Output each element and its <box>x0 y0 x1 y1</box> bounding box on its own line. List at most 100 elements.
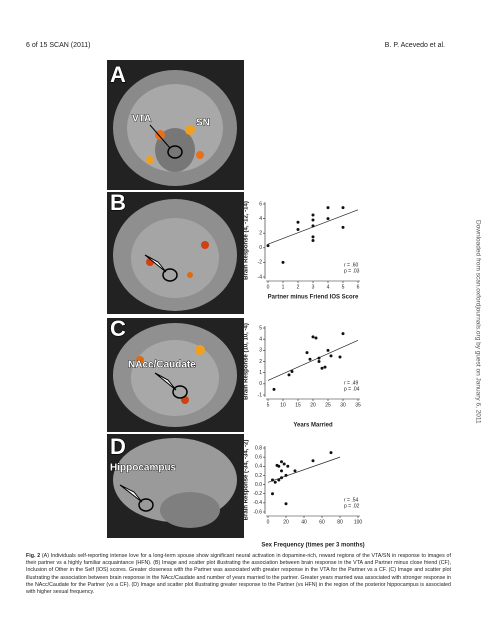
data-point <box>305 351 309 355</box>
x-tick-label: 4 <box>327 284 330 290</box>
x-axis-label: Years Married <box>293 423 333 429</box>
data-point <box>323 365 327 369</box>
header-left: 6 of 15 SCAN (2011) <box>26 42 90 49</box>
data-point <box>284 502 288 506</box>
y-tick-label: 3 <box>259 348 262 354</box>
y-tick-label: -1 <box>258 392 263 398</box>
y-tick-label: 1 <box>259 370 262 376</box>
region-label: Hippocampus <box>110 463 177 474</box>
trend-line <box>267 456 341 483</box>
region-label: VTA <box>132 114 151 125</box>
data-point <box>293 469 297 473</box>
data-point <box>311 239 315 242</box>
brain-image-a <box>107 60 244 190</box>
x-tick-label: 2 <box>297 284 300 290</box>
brain-image-b <box>107 192 244 314</box>
x-tick-label: 5 <box>342 284 345 290</box>
data-point <box>317 356 321 360</box>
x-tick-label: 25 <box>325 402 331 408</box>
caption: Fig. 2 (A) Individuals self-reporting in… <box>26 553 451 596</box>
panel-letter: D <box>110 434 126 459</box>
caption-text: (A) Individuals self-reporting intense l… <box>26 553 451 596</box>
data-point <box>280 476 283 480</box>
stat-annotation: p = .02 <box>344 503 360 509</box>
data-point <box>280 460 283 464</box>
data-point <box>341 332 345 336</box>
panel-letter: C <box>110 316 126 341</box>
stat-annotation: r = .54 <box>344 497 359 503</box>
data-point <box>311 213 315 217</box>
x-tick-label: 15 <box>295 402 301 408</box>
data-point <box>311 335 315 339</box>
x-tick-label: 6 <box>357 284 360 290</box>
y-tick-label: 0.8 <box>255 445 262 451</box>
data-point <box>314 336 318 340</box>
y-tick-label: -2 <box>258 260 263 266</box>
brain-image-d <box>107 434 244 538</box>
x-tick-label: 10 <box>280 402 286 408</box>
region-label: SN <box>196 118 210 129</box>
x-tick-label: 1 <box>282 284 285 290</box>
panel-letter: B <box>110 190 126 215</box>
data-point <box>284 473 288 477</box>
data-point <box>341 225 345 229</box>
y-tick-label: 0 <box>259 245 262 251</box>
data-point <box>326 217 330 221</box>
data-point <box>329 354 333 358</box>
x-tick-label: 100 <box>354 519 363 525</box>
data-point <box>280 469 283 473</box>
brain-image-c <box>107 318 244 432</box>
data-point <box>282 462 286 466</box>
x-axis-label: Partner minus Friend IOS Score <box>268 295 359 301</box>
x-tick-label: 80 <box>337 519 343 525</box>
region-label: NAcc/Caudate <box>128 360 196 371</box>
data-point <box>341 206 345 210</box>
header-right: B. P. Acevedo et al. <box>385 42 445 49</box>
y-tick-label: 0.0 <box>255 482 262 488</box>
y-axis-label: Brain Response (-34, -34, -2) <box>244 440 250 521</box>
stat-annotation: p = .04 <box>344 386 360 392</box>
y-tick-label: -0.4 <box>253 500 262 506</box>
data-point <box>311 218 315 222</box>
side-note: Downloaded from scan.oxfordjournals.org … <box>474 220 481 424</box>
y-tick-label: 6 <box>259 201 262 207</box>
data-point <box>311 459 315 463</box>
y-tick-label: 2 <box>259 231 262 237</box>
data-point <box>271 478 274 482</box>
data-point <box>296 228 300 232</box>
data-point <box>308 357 312 361</box>
data-point <box>320 366 324 370</box>
panel-letter: A <box>110 62 126 87</box>
data-point <box>277 464 281 468</box>
y-tick-label: 4 <box>259 216 262 222</box>
y-axis-label: Brain Response (4, -12, -14) <box>244 201 250 280</box>
data-point <box>296 220 300 224</box>
data-point <box>277 478 281 482</box>
x-tick-label: 40 <box>301 519 307 525</box>
caption-label: Fig. 2 <box>26 553 41 559</box>
y-tick-label: 0.2 <box>255 473 262 479</box>
y-tick-label: 2 <box>259 359 262 365</box>
data-point <box>311 235 315 239</box>
trend-line <box>267 339 359 381</box>
stat-annotation: r = .60 <box>344 262 359 268</box>
x-tick-label: 0 <box>267 284 270 290</box>
x-tick-label: 20 <box>283 519 289 525</box>
x-tick-label: 20 <box>310 402 316 408</box>
y-tick-label: 4 <box>259 336 262 342</box>
y-tick-label: -4 <box>258 274 263 280</box>
y-tick-label: -0.6 <box>253 509 262 515</box>
stat-annotation: r = .49 <box>344 380 359 386</box>
data-point <box>281 260 285 264</box>
y-tick-label: 0.6 <box>255 454 262 460</box>
data-point <box>272 387 276 391</box>
data-point <box>286 464 290 468</box>
stat-annotation: p = .03 <box>344 268 360 274</box>
data-point <box>287 373 291 377</box>
data-point <box>266 244 270 248</box>
x-tick-label: 30 <box>340 402 346 408</box>
data-point <box>338 355 342 359</box>
data-point <box>326 348 330 352</box>
